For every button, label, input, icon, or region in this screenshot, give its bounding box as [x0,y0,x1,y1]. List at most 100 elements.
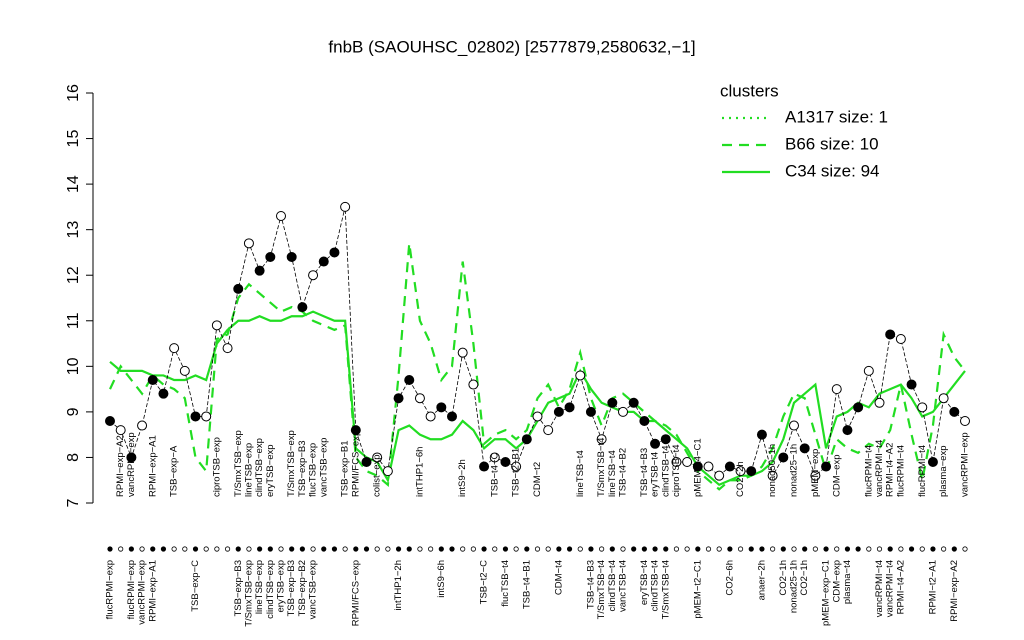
sample-point [906,379,917,390]
sample-point [447,411,457,422]
sample-label: pMEM−exp−C1 [821,560,832,626]
rug-dot [941,546,947,552]
sample-point [553,406,564,417]
rug-dot [631,546,637,552]
sample-point [735,466,746,477]
sample-label: clindTSB−t4 [660,446,671,498]
sample-point [361,457,372,467]
sample-label: nonad50−1h [767,444,778,497]
sample-label: intTHP1−2h [393,560,404,610]
rug-dot [406,546,412,552]
rug-dot [705,546,712,552]
y-tick-label: 7 [65,498,82,507]
sample-label: ciproTSB−t4 [671,444,682,497]
y-tick-label: 14 [65,175,82,193]
rug-dot [588,546,594,552]
sample-point [938,393,949,404]
rug-dot [363,546,370,552]
rug-dot [695,546,701,552]
sample-label: TSB−exp−B3 [233,560,244,617]
sample-point [682,457,693,467]
legend-label: C34 size: 94 [785,161,880,180]
rug-dot [802,546,808,552]
rug-dot [759,546,765,552]
sample-label: nonad25−1h [789,560,800,613]
sample-label: lineTSB−exp [254,560,265,614]
sample-point [810,470,821,481]
rug-dot [246,546,252,552]
sample-label: TSB−t4−B1 [521,560,532,609]
sample-label: vancRPMI−exp [960,432,971,497]
rug-dot [395,546,402,552]
sample-label: T/SmxTSB−exp [286,430,297,497]
sample-label: RPMI/FCS−exp [350,560,361,626]
rug-dot [203,546,209,552]
rug-dot [737,546,744,552]
rug-dot [951,546,957,552]
legend-label: A1317 size: 1 [785,107,888,126]
sample-point [767,470,778,481]
sample-point [511,461,522,472]
sample-point [436,402,447,413]
rug-dot [513,546,519,552]
sample-label: flucRPMI−t4 [917,445,928,497]
rug-dot [289,546,295,552]
sample-label: flucTSB−exp [308,443,319,497]
sample-point [147,375,158,385]
sample-label: RPMI−t2−A1 [927,560,938,614]
sample-label: T/SmxTSB−t4 [596,438,607,497]
cluster-line [109,243,966,491]
rug-dot [331,546,338,552]
sample-label: pMEM−exp [810,449,821,497]
sample-label: T/SmxTSB−t4 [596,560,607,619]
sample-label: eryTSB−exp [265,444,276,497]
rug-dot [107,546,113,552]
sample-point [799,443,810,454]
rug-dot [556,546,562,552]
sample-point [927,457,938,467]
sample-point [243,238,254,249]
sample-point [126,452,137,463]
sample-label: vancTSB−t4 [618,560,629,612]
rug-dot [866,546,872,552]
sample-label: CO2−6h [724,560,735,596]
chart-title: fnbB (SAOUHSC_02802) [2577879,2580632,−1… [328,37,695,56]
sample-label: clindTSB−t4 [650,560,661,612]
sample-label: pMEM−t2−C1 [692,560,703,619]
sample-point [521,434,532,445]
sample-label: intS9−2h [457,459,468,497]
sample-label: eryTSB−t4 [639,560,650,605]
sample-label: TSB−exp−A [169,445,180,497]
rug-dot [727,546,733,552]
sample-label: RPMI/FCS−exp [350,431,361,497]
sample-label: plasma−t4 [842,560,853,604]
sample-label: vancRPMI−t4 [885,560,896,617]
sample-point [169,343,180,354]
sample-label: vancRPMI−t4 [874,560,885,617]
rug-dot [182,546,188,552]
sample-label: CO2−2h [735,461,746,497]
sample-point [115,425,126,436]
rug-dot [812,546,818,552]
y-tick-label: 13 [65,221,82,239]
sample-point [585,406,596,417]
rug-dot [278,546,284,552]
sample-point [350,425,361,436]
rug-dot [609,546,615,552]
sample-point [393,393,404,404]
sample-point [190,411,201,422]
sample-point [714,470,725,481]
sample-point [821,461,832,472]
rug-dot [780,546,786,552]
sample-point [778,452,789,463]
sample-label: intS9−6h [436,560,447,598]
sample-point [596,434,607,445]
rug-dot [438,546,444,552]
rug-dot [577,546,583,552]
sample-label: CDM−t4 [553,560,564,595]
sample-label: TSB−t4−C [489,453,500,497]
rug-dot [534,546,541,552]
sample-point [863,365,874,376]
sample-point [874,397,885,408]
